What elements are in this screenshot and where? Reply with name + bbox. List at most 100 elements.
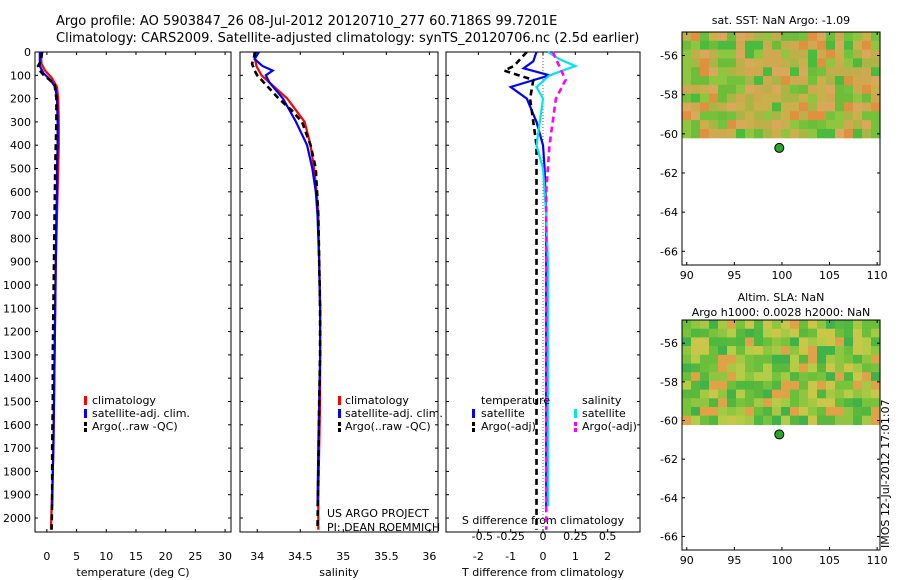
- map-cell: [826, 102, 836, 112]
- map-cell: [763, 389, 773, 399]
- map-cell: [835, 354, 845, 365]
- map-cell: [709, 128, 719, 139]
- map-cell: [853, 120, 863, 130]
- map-cell: [709, 398, 719, 408]
- map-cell: [844, 76, 854, 86]
- map-cell: [853, 76, 863, 86]
- map-cell: [862, 346, 872, 356]
- map-cell: [790, 398, 800, 408]
- map-cell: [799, 380, 809, 391]
- map-cell: [745, 102, 755, 112]
- map-cell: [754, 58, 764, 68]
- map-cell: [709, 40, 719, 51]
- map-cell: [754, 328, 764, 338]
- map-cell: [808, 93, 818, 104]
- argo-location-marker: [774, 142, 785, 153]
- map-cell: [781, 111, 791, 121]
- y-tick-label: -62: [660, 453, 678, 466]
- map-cell: [682, 328, 692, 338]
- map-cell: [754, 363, 764, 373]
- map-cell: [808, 67, 818, 77]
- map-cell: [790, 40, 800, 51]
- map-cell: [853, 380, 863, 391]
- map-cell: [745, 40, 755, 51]
- map-cell: [871, 354, 881, 365]
- x-tick-label: 90: [680, 554, 694, 567]
- map-cell: [718, 406, 728, 417]
- x-tick-label: 35: [336, 550, 350, 563]
- map-cell: [862, 84, 872, 95]
- map-cell: [817, 128, 827, 139]
- x-tick-label: 15: [129, 550, 143, 563]
- map-cell: [835, 415, 845, 425]
- map-cell: [790, 320, 800, 330]
- map-cell: [754, 415, 764, 425]
- map-cell: [772, 102, 782, 112]
- map-cell: [799, 40, 809, 51]
- map-cell: [727, 76, 737, 86]
- map-cell: [862, 406, 872, 417]
- x-tick-label: 95: [727, 554, 741, 567]
- map-cell: [736, 40, 746, 51]
- y-tick-label: -60: [660, 128, 678, 141]
- map-cell: [709, 93, 719, 104]
- map-cell: [772, 67, 782, 77]
- legend-swatch-argo-dash: [84, 428, 87, 432]
- map-cell: [808, 128, 818, 139]
- map-cell: [763, 76, 773, 86]
- map-cell: [790, 354, 800, 365]
- map-cell: [754, 337, 764, 347]
- map-cell: [682, 32, 692, 42]
- legend-swatch-s-argo-dash: [574, 428, 577, 432]
- map-cell: [790, 111, 800, 121]
- map-cell: [709, 102, 719, 112]
- map-cell: [736, 128, 746, 139]
- map-cell: [871, 40, 881, 51]
- map-cell: [700, 84, 710, 95]
- map-cell: [799, 76, 809, 86]
- map-cell: [826, 380, 836, 391]
- map-cell: [826, 320, 836, 330]
- y-tick-label: 1100: [3, 302, 31, 315]
- map-cell: [709, 58, 719, 68]
- legend-swatch-argo-dash: [338, 428, 341, 432]
- map-cell: [835, 346, 845, 356]
- x-tick-label: 90: [680, 269, 694, 282]
- map-cell: [736, 354, 746, 365]
- sla-map-title-line1: Altim. SLA: NaN: [738, 291, 825, 304]
- map-cell: [799, 84, 809, 95]
- series-line-argo-raw-qc: [250, 51, 322, 530]
- map-cell: [826, 49, 836, 60]
- map-cell: [871, 32, 881, 42]
- map-cell: [745, 398, 755, 408]
- map-cell: [736, 337, 746, 347]
- map-cell: [781, 337, 791, 347]
- map-cell: [835, 102, 845, 112]
- x-tick-label: 110: [867, 269, 888, 282]
- map-cell: [709, 406, 719, 417]
- y-tick-label: -64: [660, 206, 678, 219]
- map-cell: [682, 84, 692, 95]
- map-cell: [799, 354, 809, 365]
- y-tick-label: -66: [660, 530, 678, 543]
- map-cell: [853, 406, 863, 417]
- map-cell: [781, 58, 791, 68]
- map-cell: [709, 67, 719, 77]
- map-cell: [727, 372, 737, 382]
- legend-label-climatology: climatology: [345, 394, 409, 407]
- map-cell: [736, 67, 746, 77]
- map-cell: [727, 337, 737, 347]
- map-cell: [736, 406, 746, 417]
- map-cell: [844, 328, 854, 338]
- map-cell: [691, 76, 701, 86]
- map-cell: [700, 389, 710, 399]
- map-cell: [718, 372, 728, 382]
- x-tick-label: 105: [819, 554, 840, 567]
- map-cell: [799, 49, 809, 60]
- map-cell: [844, 320, 854, 330]
- y-tick-label: -60: [660, 415, 678, 428]
- map-cell: [745, 120, 755, 130]
- map-cell: [862, 337, 872, 347]
- map-cell: [700, 398, 710, 408]
- map-cell: [682, 111, 692, 121]
